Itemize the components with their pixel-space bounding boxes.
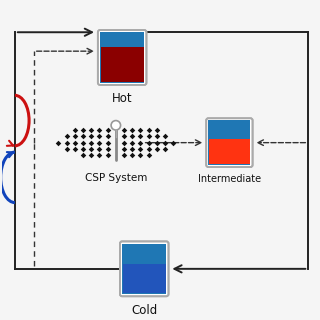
FancyBboxPatch shape xyxy=(98,30,147,85)
Point xyxy=(138,134,143,139)
Point xyxy=(121,153,126,158)
Point xyxy=(130,147,135,152)
Point xyxy=(163,134,168,139)
Point xyxy=(89,147,94,152)
Bar xyxy=(101,47,144,82)
Point xyxy=(163,147,168,152)
Point xyxy=(56,140,61,145)
Point xyxy=(97,153,102,158)
Point xyxy=(105,147,110,152)
Point xyxy=(64,140,69,145)
Point xyxy=(130,134,135,139)
Point xyxy=(154,127,159,132)
Point xyxy=(171,140,176,145)
Point xyxy=(154,140,159,145)
Text: CSP System: CSP System xyxy=(85,172,147,183)
Point xyxy=(138,153,143,158)
Point xyxy=(72,134,77,139)
Point xyxy=(146,153,151,158)
Text: Intermediate: Intermediate xyxy=(198,174,261,184)
Point xyxy=(146,140,151,145)
Text: Cold: Cold xyxy=(131,304,157,316)
Point xyxy=(130,127,135,132)
Point xyxy=(146,127,151,132)
Point xyxy=(81,127,86,132)
Point xyxy=(121,140,126,145)
Point xyxy=(89,127,94,132)
Point xyxy=(130,140,135,145)
Point xyxy=(121,147,126,152)
Point xyxy=(81,140,86,145)
FancyBboxPatch shape xyxy=(206,118,252,167)
Point xyxy=(64,147,69,152)
Point xyxy=(130,153,135,158)
Point xyxy=(154,134,159,139)
Bar xyxy=(209,139,250,164)
Point xyxy=(72,147,77,152)
Point xyxy=(121,134,126,139)
Point xyxy=(138,147,143,152)
Point xyxy=(72,140,77,145)
Point xyxy=(121,127,126,132)
Point xyxy=(81,153,86,158)
Point xyxy=(105,153,110,158)
Point xyxy=(146,134,151,139)
Bar xyxy=(122,244,166,294)
Point xyxy=(64,134,69,139)
Point xyxy=(105,140,110,145)
Bar xyxy=(208,120,250,165)
Point xyxy=(81,147,86,152)
Bar xyxy=(123,264,166,293)
Point xyxy=(89,134,94,139)
Point xyxy=(163,140,168,145)
Point xyxy=(105,127,110,132)
Point xyxy=(105,134,110,139)
Point xyxy=(97,147,102,152)
Point xyxy=(146,147,151,152)
Circle shape xyxy=(111,121,121,130)
Point xyxy=(97,140,102,145)
Text: Hot: Hot xyxy=(112,92,132,105)
Point xyxy=(97,127,102,132)
Point xyxy=(154,147,159,152)
FancyBboxPatch shape xyxy=(120,241,169,296)
Point xyxy=(89,140,94,145)
Point xyxy=(81,134,86,139)
Point xyxy=(138,127,143,132)
Bar xyxy=(100,32,144,83)
Point xyxy=(138,140,143,145)
Point xyxy=(89,153,94,158)
Point xyxy=(72,127,77,132)
Point xyxy=(97,134,102,139)
